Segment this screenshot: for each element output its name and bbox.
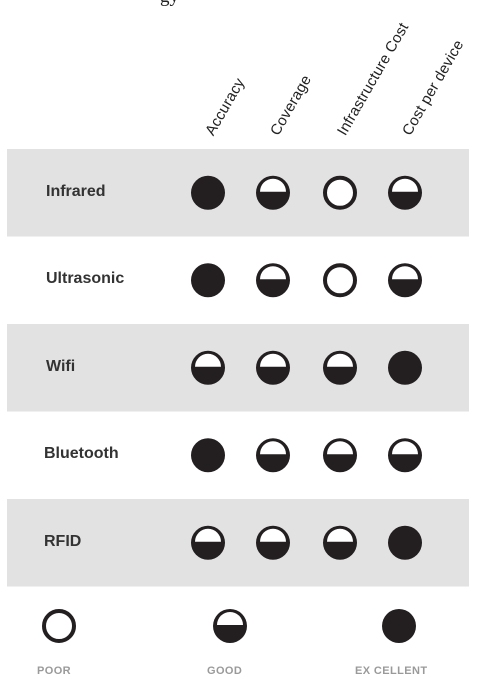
rating-good-bluetooth-infrastructure-cost: [323, 438, 357, 473]
rating-good-bluetooth-cost-per-device: [388, 438, 422, 473]
rating-excellent-bluetooth-accuracy: [191, 438, 225, 473]
rating-good-bluetooth-coverage: [256, 438, 290, 473]
rating-poor-ultrasonic-infrastructure-cost: [323, 263, 357, 298]
legend-label-poor: POOR: [37, 665, 71, 677]
rating-excellent-ultrasonic-accuracy: [191, 263, 225, 298]
legend-mark-good: [213, 609, 247, 643]
rating-good-rfid-accuracy: [191, 525, 225, 560]
rating-excellent-infrared-accuracy: [191, 175, 225, 210]
rating-good-ultrasonic-coverage: [256, 263, 290, 298]
top-text-fragment: gy: [160, 0, 179, 8]
legend-label-excellent: EX CELLENT: [355, 665, 428, 677]
rating-good-infrared-coverage: [256, 175, 290, 210]
row-label-ultrasonic: Ultrasonic: [46, 270, 125, 288]
row-label-bluetooth: Bluetooth: [44, 445, 119, 463]
rating-good-rfid-coverage: [256, 525, 290, 560]
rating-good-rfid-infrastructure-cost: [323, 525, 357, 560]
rating-excellent-wifi-cost-per-device: [388, 350, 422, 385]
legend-mark-poor: [42, 609, 76, 643]
rating-good-infrared-cost-per-device: [388, 175, 422, 210]
rating-excellent-rfid-cost-per-device: [388, 525, 422, 560]
rating-good-wifi-infrastructure-cost: [323, 350, 357, 385]
row-label-rfid: RFID: [44, 532, 82, 550]
legend-mark-excellent: [382, 609, 416, 643]
row-label-wifi: Wifi: [46, 357, 76, 375]
row-label-infrared: Infrared: [46, 182, 106, 200]
legend-label-good: GOOD: [207, 665, 243, 677]
rating-good-ultrasonic-cost-per-device: [388, 263, 422, 298]
rating-poor-infrared-infrastructure-cost: [323, 175, 357, 210]
rating-good-wifi-accuracy: [191, 350, 225, 385]
rating-good-wifi-coverage: [256, 350, 290, 385]
